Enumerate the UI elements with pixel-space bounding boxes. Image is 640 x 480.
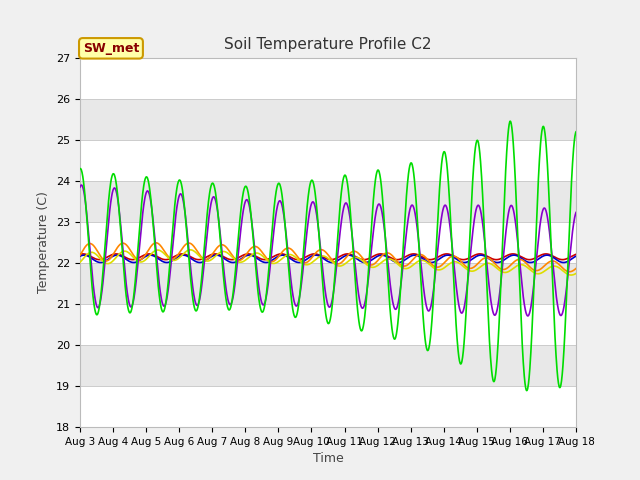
Text: SW_met: SW_met [83,42,139,55]
Y-axis label: Temperature (C): Temperature (C) [38,192,51,293]
Bar [80,304,576,345]
X-axis label: Time: Time [312,453,344,466]
Bar [80,263,576,304]
Bar [80,99,576,140]
Bar [80,140,576,181]
Bar [80,58,576,99]
Bar [80,181,576,222]
Bar [80,345,576,386]
Bar [80,386,576,427]
Bar [80,222,576,263]
Title: Soil Temperature Profile C2: Soil Temperature Profile C2 [224,37,432,52]
